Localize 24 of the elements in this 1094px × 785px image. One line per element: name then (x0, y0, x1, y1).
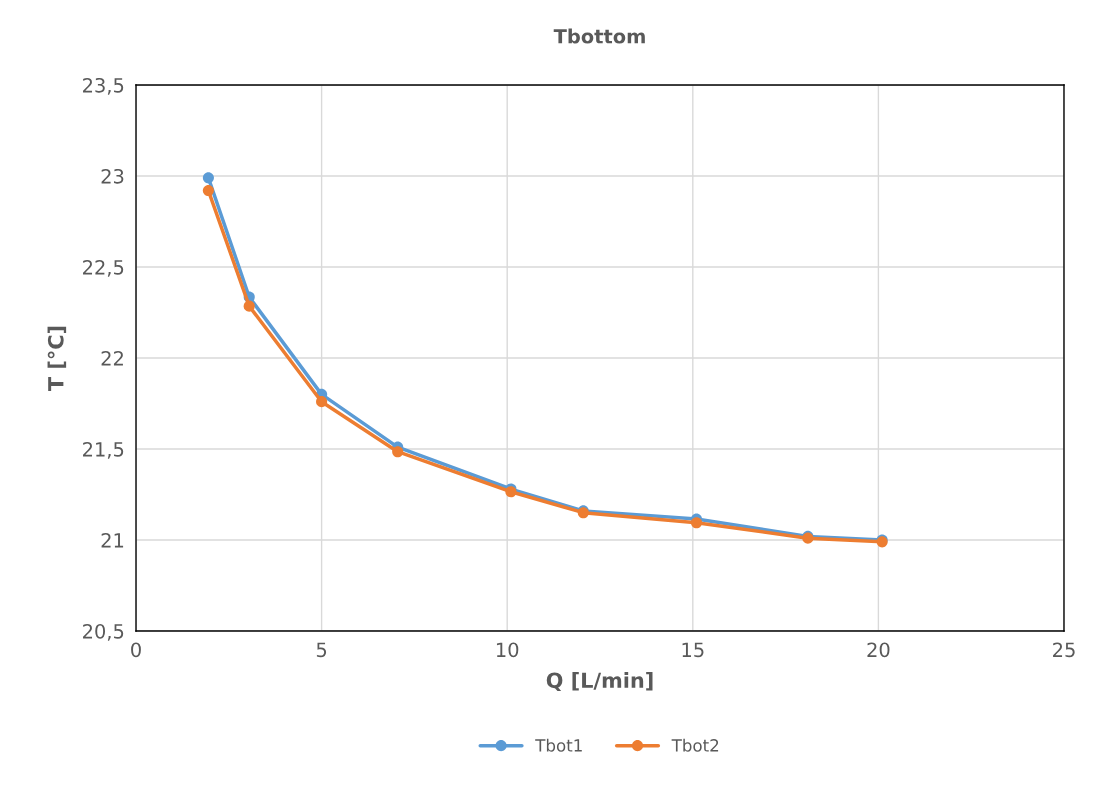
x-tick-label: 5 (316, 642, 327, 658)
x-tick-label: 20 (867, 642, 890, 658)
point (392, 446, 404, 458)
y-tick-label: 23,5 (83, 77, 124, 95)
point (316, 396, 328, 408)
y-tick-label: 22 (101, 350, 123, 366)
y-tick-label: 20,5 (83, 623, 124, 641)
y-tick-label: 22,5 (83, 259, 124, 277)
x-axis-title: Q [L/min] (546, 672, 653, 691)
legend-label: Tbot2 (671, 738, 719, 752)
y-tick-label: 21 (101, 532, 124, 548)
y-axis-title: T [°C] (47, 326, 67, 392)
chart-title: Tbottom (553, 28, 645, 44)
x-tick-label: 0 (131, 642, 141, 658)
point (202, 172, 214, 184)
y-tick-label: 21,5 (83, 441, 124, 459)
x-tick-label: 25 (1053, 642, 1075, 658)
point (243, 300, 255, 312)
point (202, 185, 214, 197)
x-tick-label: 10 (496, 642, 519, 658)
point (690, 517, 703, 529)
y-tick-label: 23 (101, 168, 124, 184)
x-tick-label: 15 (682, 642, 704, 658)
legend-label: Tbot1 (535, 738, 582, 752)
